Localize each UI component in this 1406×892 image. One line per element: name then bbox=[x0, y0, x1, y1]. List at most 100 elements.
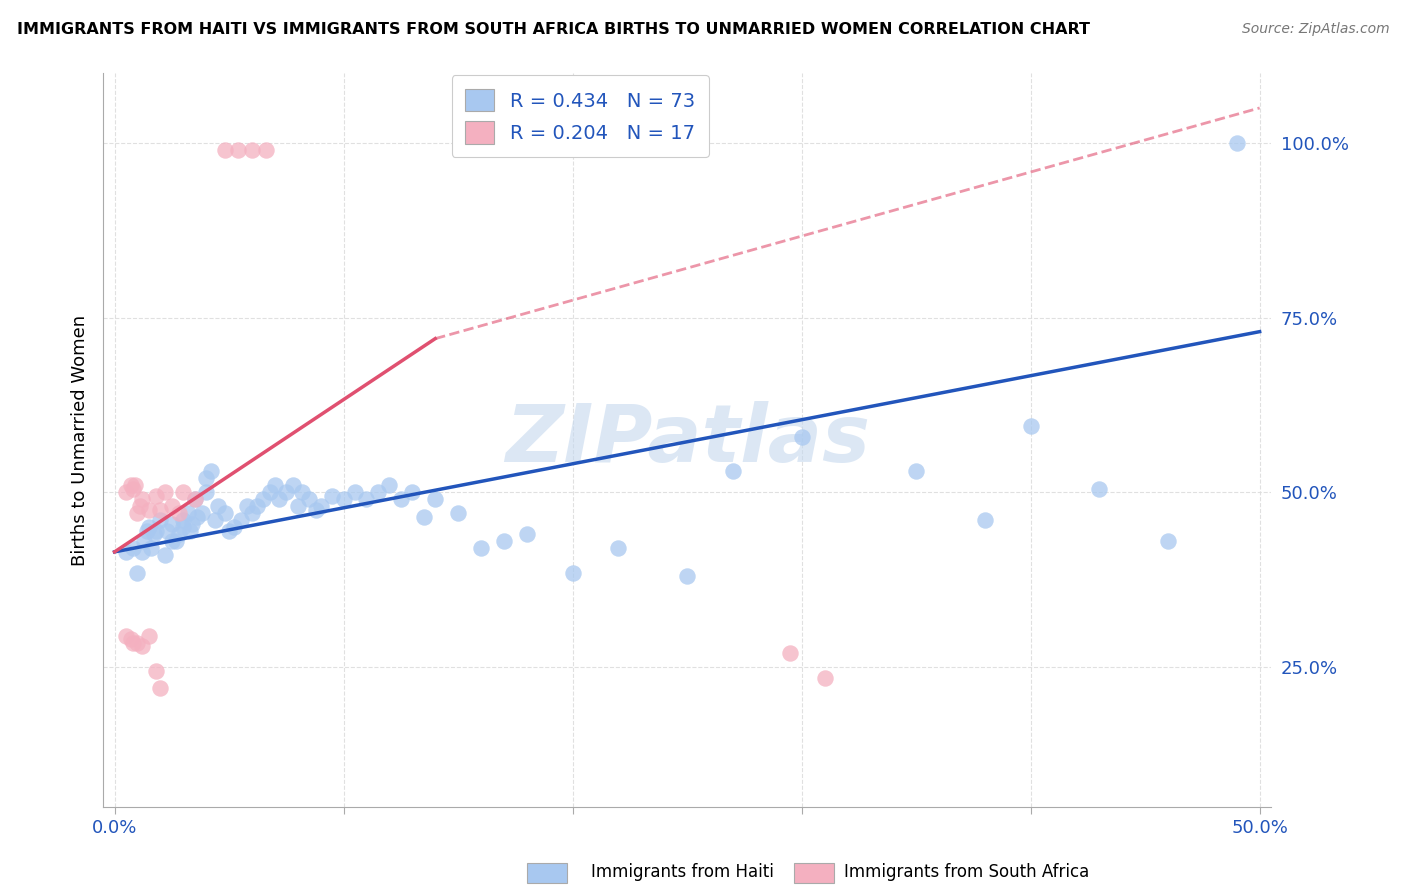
Point bbox=[207, 500, 229, 514]
Point bbox=[1088, 482, 1111, 496]
Point bbox=[156, 524, 179, 538]
Point bbox=[200, 465, 222, 479]
Point bbox=[153, 549, 176, 563]
Point bbox=[412, 510, 434, 524]
Text: ZIPatlas: ZIPatlas bbox=[505, 401, 870, 479]
Point bbox=[115, 545, 138, 559]
Point bbox=[177, 507, 200, 521]
Text: Immigrants from Haiti: Immigrants from Haiti bbox=[591, 863, 773, 881]
Point bbox=[149, 513, 172, 527]
Point bbox=[134, 534, 156, 549]
Point bbox=[236, 500, 259, 514]
Point bbox=[122, 636, 145, 650]
Point bbox=[131, 492, 153, 507]
Point bbox=[269, 492, 291, 507]
Point bbox=[138, 629, 160, 643]
Point bbox=[229, 513, 252, 527]
Point bbox=[790, 429, 813, 443]
Point bbox=[226, 143, 249, 157]
Point bbox=[167, 527, 190, 541]
Point bbox=[561, 566, 583, 580]
Point bbox=[344, 485, 367, 500]
Point bbox=[145, 489, 167, 503]
Point bbox=[309, 500, 332, 514]
Point bbox=[124, 478, 146, 492]
Point bbox=[172, 513, 194, 527]
Point bbox=[120, 478, 142, 492]
Point bbox=[321, 489, 343, 503]
Point bbox=[905, 465, 928, 479]
Point bbox=[1226, 136, 1249, 150]
Point bbox=[401, 485, 423, 500]
Point bbox=[813, 671, 835, 685]
Point bbox=[254, 143, 277, 157]
Point bbox=[973, 513, 995, 527]
Point bbox=[287, 500, 309, 514]
Point bbox=[447, 507, 470, 521]
Point bbox=[389, 492, 412, 507]
Point bbox=[127, 566, 149, 580]
Point bbox=[367, 485, 389, 500]
Point bbox=[470, 541, 492, 556]
Point bbox=[131, 640, 153, 654]
Point bbox=[356, 492, 378, 507]
Point bbox=[131, 545, 153, 559]
Point bbox=[138, 503, 160, 517]
Legend: R = 0.434   N = 73, R = 0.204   N = 17: R = 0.434 N = 73, R = 0.204 N = 17 bbox=[451, 75, 709, 157]
Point bbox=[145, 524, 167, 538]
Point bbox=[425, 492, 447, 507]
Point bbox=[240, 507, 263, 521]
Point bbox=[122, 541, 145, 556]
Point bbox=[160, 516, 183, 531]
Point bbox=[135, 524, 157, 538]
Point bbox=[283, 478, 305, 492]
Point bbox=[149, 681, 172, 696]
Text: Immigrants from South Africa: Immigrants from South Africa bbox=[844, 863, 1088, 881]
Point bbox=[181, 516, 204, 531]
Point bbox=[214, 507, 236, 521]
Point bbox=[204, 513, 226, 527]
Point bbox=[141, 541, 163, 556]
Point bbox=[332, 492, 354, 507]
Point bbox=[160, 534, 183, 549]
Point bbox=[127, 636, 149, 650]
Point bbox=[516, 527, 538, 541]
Point bbox=[259, 485, 281, 500]
Point bbox=[190, 507, 212, 521]
Point bbox=[167, 507, 190, 521]
Point bbox=[779, 646, 801, 660]
Text: IMMIGRANTS FROM HAITI VS IMMIGRANTS FROM SOUTH AFRICA BIRTHS TO UNMARRIED WOMEN : IMMIGRANTS FROM HAITI VS IMMIGRANTS FROM… bbox=[17, 22, 1090, 37]
Point bbox=[153, 485, 176, 500]
Point bbox=[127, 507, 149, 521]
Point bbox=[179, 524, 201, 538]
Point bbox=[291, 485, 314, 500]
Point bbox=[276, 485, 298, 500]
Y-axis label: Births to Unmarried Women: Births to Unmarried Women bbox=[72, 315, 89, 566]
Point bbox=[128, 500, 150, 514]
Point bbox=[160, 500, 183, 514]
Point bbox=[149, 503, 172, 517]
Point bbox=[214, 143, 236, 157]
Point bbox=[145, 664, 167, 678]
Point bbox=[172, 485, 194, 500]
Point bbox=[142, 527, 165, 541]
Point bbox=[252, 492, 274, 507]
Point bbox=[195, 471, 218, 485]
Point bbox=[1157, 534, 1180, 549]
Point bbox=[305, 503, 328, 517]
Point bbox=[138, 520, 160, 534]
Point bbox=[195, 485, 218, 500]
Point bbox=[1019, 419, 1042, 434]
Point bbox=[607, 541, 630, 556]
Point bbox=[264, 478, 287, 492]
Point bbox=[676, 569, 699, 583]
Point bbox=[721, 465, 744, 479]
Point bbox=[492, 534, 515, 549]
Point bbox=[115, 629, 138, 643]
Point bbox=[184, 492, 207, 507]
Point bbox=[172, 520, 194, 534]
Point bbox=[240, 143, 263, 157]
Point bbox=[115, 485, 138, 500]
Point bbox=[165, 534, 187, 549]
Point bbox=[186, 510, 208, 524]
